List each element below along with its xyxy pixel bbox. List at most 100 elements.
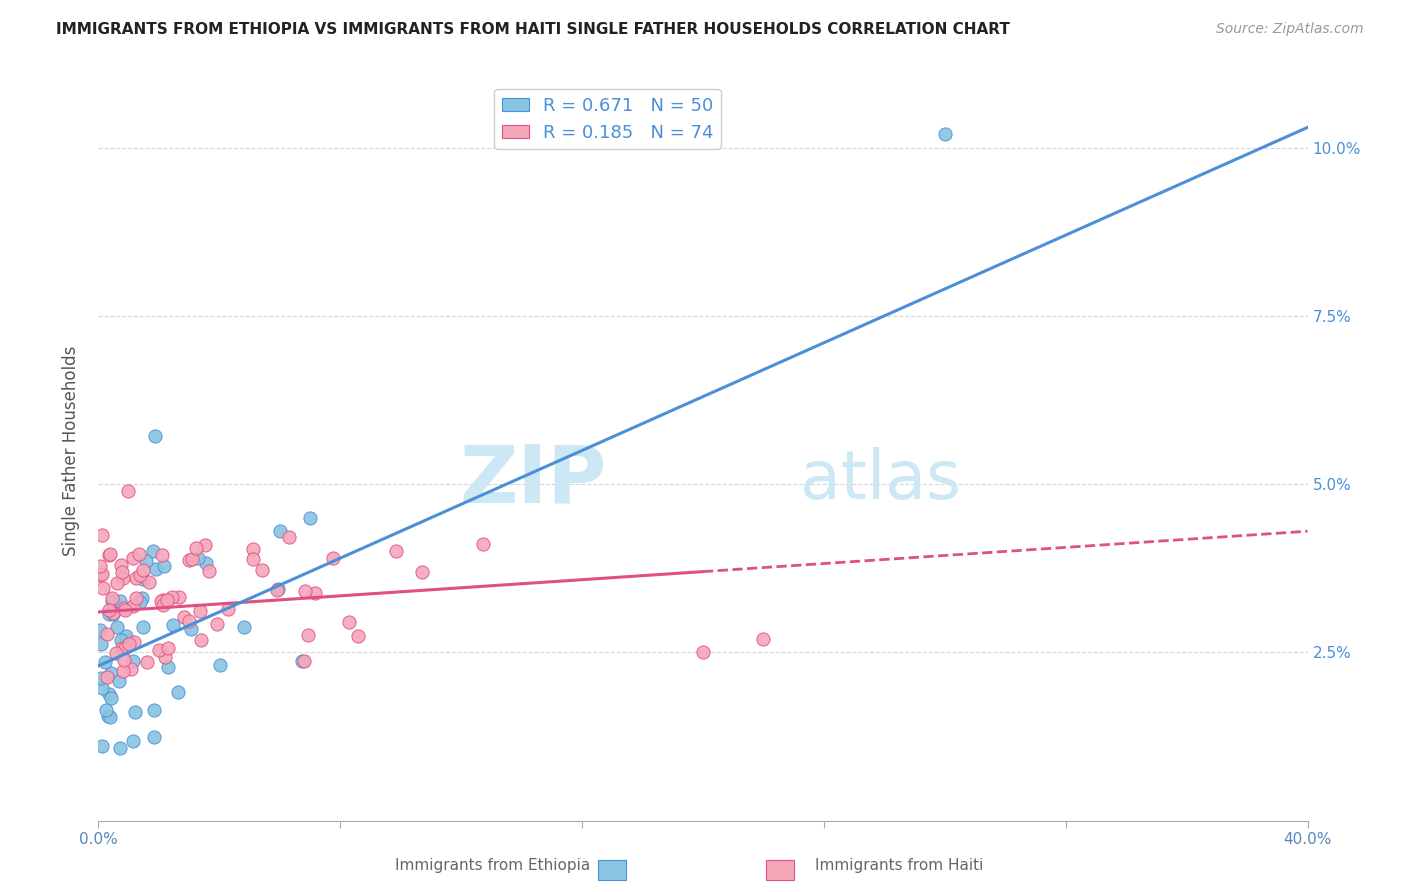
- Point: [148, 642, 170, 657]
- Point: [269, 524, 291, 539]
- Point: [89, 568, 111, 582]
- Point: [156, 640, 179, 655]
- Point: [105, 620, 128, 634]
- Point: [111, 566, 134, 580]
- Point: [93, 655, 115, 669]
- Point: [217, 601, 239, 615]
- Point: [104, 646, 127, 660]
- Point: [89, 558, 111, 573]
- Point: [188, 604, 211, 618]
- Point: [122, 635, 145, 649]
- Point: [173, 609, 195, 624]
- Point: [98, 603, 121, 617]
- Text: Source: ZipAtlas.com: Source: ZipAtlas.com: [1216, 22, 1364, 37]
- Point: [934, 127, 956, 141]
- Point: [143, 703, 166, 717]
- Point: [122, 599, 145, 613]
- Point: [242, 541, 264, 556]
- Text: Immigrants from Haiti: Immigrants from Haiti: [815, 858, 984, 872]
- Point: [118, 636, 141, 650]
- Point: [138, 574, 160, 589]
- Point: [91, 739, 114, 753]
- Point: [124, 706, 146, 720]
- Point: [101, 607, 124, 621]
- Legend: R = 0.671   N = 50, R = 0.185   N = 74: R = 0.671 N = 50, R = 0.185 N = 74: [495, 89, 721, 149]
- Point: [112, 601, 135, 615]
- Point: [132, 572, 155, 586]
- Point: [190, 633, 212, 648]
- Point: [179, 614, 201, 628]
- Point: [180, 622, 202, 636]
- Point: [125, 591, 148, 606]
- Point: [129, 568, 152, 582]
- Point: [179, 553, 201, 567]
- Point: [91, 582, 114, 596]
- Text: atlas: atlas: [800, 447, 960, 513]
- Point: [194, 538, 217, 552]
- Point: [114, 603, 136, 617]
- Point: [167, 684, 190, 698]
- Point: [110, 633, 132, 648]
- Point: [337, 615, 360, 629]
- Point: [115, 632, 138, 647]
- Point: [117, 484, 139, 499]
- Point: [411, 565, 433, 579]
- Point: [122, 734, 145, 748]
- Point: [136, 655, 159, 669]
- Point: [152, 599, 174, 613]
- Point: [186, 541, 208, 555]
- Point: [299, 510, 322, 524]
- Point: [110, 594, 132, 608]
- Point: [90, 671, 112, 685]
- Point: [120, 662, 142, 676]
- Point: [108, 599, 131, 613]
- Point: [195, 557, 218, 571]
- Point: [385, 544, 408, 558]
- Y-axis label: Single Father Households: Single Father Households: [62, 345, 80, 556]
- Point: [128, 547, 150, 561]
- Point: [297, 628, 319, 642]
- Point: [197, 564, 219, 578]
- Point: [322, 551, 344, 566]
- Point: [292, 654, 315, 668]
- Point: [135, 554, 157, 568]
- Point: [752, 632, 775, 646]
- Point: [162, 617, 184, 632]
- Point: [152, 593, 174, 607]
- Point: [132, 620, 155, 634]
- Point: [96, 626, 118, 640]
- Point: [90, 566, 112, 581]
- Point: [205, 616, 228, 631]
- Point: [91, 528, 114, 542]
- Point: [89, 623, 111, 637]
- Point: [208, 658, 231, 673]
- Point: [145, 562, 167, 576]
- Point: [472, 537, 495, 551]
- Point: [115, 629, 138, 643]
- Point: [128, 595, 150, 609]
- Point: [97, 607, 120, 622]
- Text: Immigrants from Ethiopia: Immigrants from Ethiopia: [395, 858, 591, 872]
- Point: [125, 570, 148, 584]
- Point: [169, 590, 191, 604]
- Point: [153, 559, 176, 574]
- Point: [143, 429, 166, 443]
- Point: [122, 550, 145, 565]
- Text: IMMIGRANTS FROM ETHIOPIA VS IMMIGRANTS FROM HAITI SINGLE FATHER HOUSEHOLDS CORRE: IMMIGRANTS FROM ETHIOPIA VS IMMIGRANTS F…: [56, 22, 1010, 37]
- Point: [153, 649, 176, 664]
- Point: [121, 654, 143, 668]
- Point: [97, 687, 120, 701]
- Point: [96, 709, 118, 723]
- Point: [112, 653, 135, 667]
- Point: [304, 586, 326, 600]
- Point: [160, 590, 183, 604]
- Point: [100, 665, 122, 680]
- Point: [98, 547, 121, 561]
- Point: [110, 740, 132, 755]
- Point: [181, 552, 204, 566]
- Point: [277, 530, 299, 544]
- Point: [112, 665, 135, 679]
- Point: [96, 670, 118, 684]
- Point: [101, 594, 124, 608]
- Point: [90, 637, 112, 651]
